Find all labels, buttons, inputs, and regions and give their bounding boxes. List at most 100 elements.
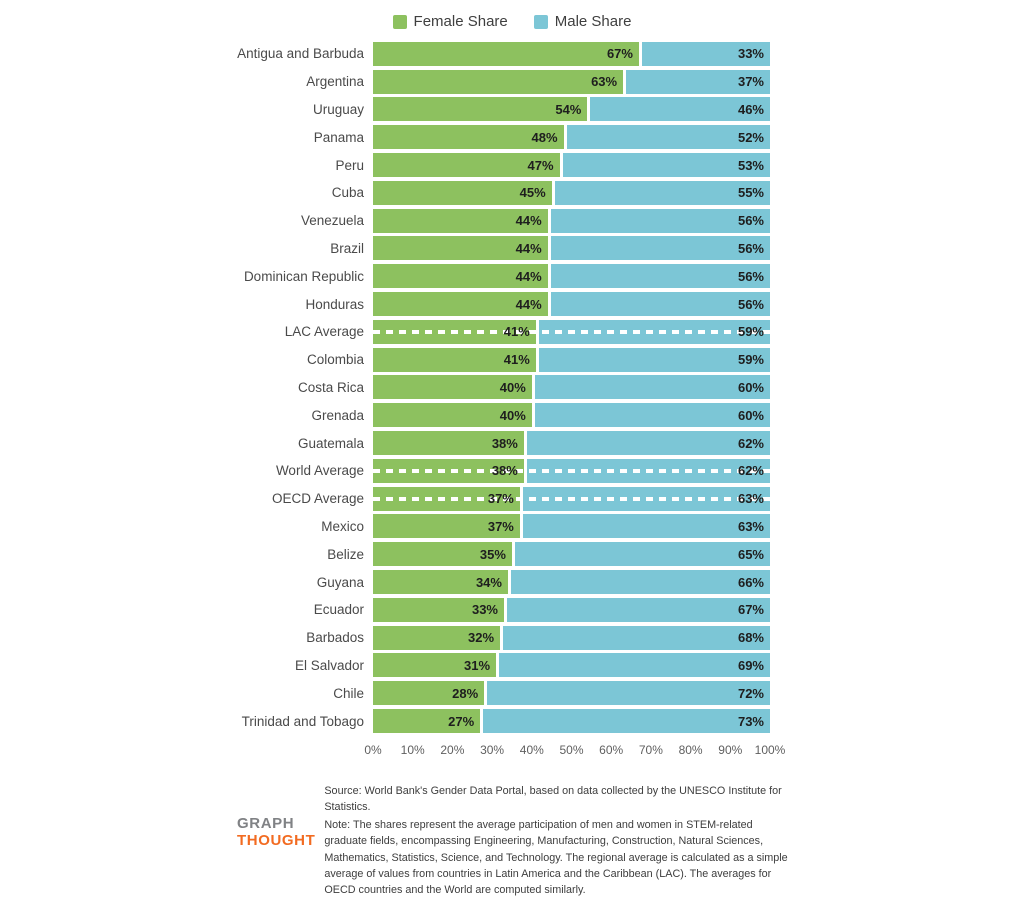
x-axis-tick-label: 20% <box>440 742 465 757</box>
male-bar-segment: 56% <box>550 208 770 233</box>
male-bar-segment: 53% <box>562 153 770 178</box>
female-share-value: 27% <box>448 713 475 729</box>
male-bar-segment: 59% <box>538 347 770 372</box>
stacked-bar: 31% 69% <box>373 653 770 678</box>
female-bar-segment: 38% <box>373 431 524 456</box>
male-bar-segment: 46% <box>590 97 770 122</box>
category-label: Trinidad and Tobago <box>241 713 364 729</box>
stacked-bar: 28% 72% <box>373 681 770 706</box>
bar-row: Uruguay 54% 46% <box>0 96 1024 124</box>
male-bar-segment: 66% <box>510 570 770 595</box>
male-bar-segment: 68% <box>503 625 770 650</box>
bar-row: Colombia 41% 59% <box>0 346 1024 374</box>
bar-row: Grenada 40% 60% <box>0 401 1024 429</box>
stacked-bar: 47% 53% <box>373 153 770 178</box>
bar-row: Venezuela 44% 56% <box>0 207 1024 235</box>
bar-row: Argentina 63% 37% <box>0 68 1024 96</box>
female-share-value: 32% <box>468 630 495 646</box>
stacked-bar: 34% 66% <box>373 570 770 595</box>
source-text: Source: World Bank's Gender Data Portal,… <box>324 784 782 814</box>
male-share-value: 72% <box>737 685 764 701</box>
male-share-value: 56% <box>737 268 764 284</box>
logo: GRAPH THOUGHT <box>237 815 315 900</box>
female-bar-segment: 41% <box>373 347 536 372</box>
stacked-bar: 54% 46% <box>373 97 770 122</box>
category-label: Grenada <box>311 407 364 423</box>
bar-row: Guyana 34% 66% <box>0 568 1024 596</box>
female-share-value: 28% <box>452 685 479 701</box>
male-share-value: 67% <box>737 602 764 618</box>
stacked-bar: 44% 56% <box>373 292 770 317</box>
category-label: Belize <box>327 546 364 562</box>
male-share-value: 60% <box>737 379 764 395</box>
category-label: Barbados <box>306 630 364 646</box>
legend-label-female: Female Share <box>413 13 508 30</box>
female-bar-segment: 45% <box>373 180 552 205</box>
male-share-value: 37% <box>737 74 764 90</box>
female-bar-segment: 67% <box>373 41 639 66</box>
legend: Female Share Male Share <box>0 0 1024 36</box>
female-share-value: 44% <box>515 240 542 256</box>
male-share-value: 63% <box>737 491 764 507</box>
female-share-value: 40% <box>499 407 526 423</box>
female-bar-segment: 37% <box>373 514 520 539</box>
category-label: Honduras <box>305 296 364 312</box>
female-share-value: 34% <box>475 574 502 590</box>
bar-row: Antigua and Barbuda 67% 33% <box>0 40 1024 68</box>
female-share-value: 38% <box>491 435 518 451</box>
bar-row: Chile 28% 72% <box>0 679 1024 707</box>
x-axis-tick-label: 70% <box>638 742 663 757</box>
bar-row: Mexico 37% 63% <box>0 513 1024 541</box>
category-label: Panama <box>313 129 364 145</box>
male-share-value: 53% <box>737 157 764 173</box>
female-bar-segment: 33% <box>373 597 504 622</box>
male-share-value: 62% <box>737 435 764 451</box>
bar-row: Belize 35% 65% <box>0 540 1024 568</box>
x-axis-tick-label: 90% <box>718 742 743 757</box>
stacked-bar: 44% 56% <box>373 236 770 261</box>
logo-graph-text: GRAPH <box>237 814 295 832</box>
stacked-bar: 32% 68% <box>373 625 770 650</box>
bar-row: Panama 48% 52% <box>0 123 1024 151</box>
male-share-value: 55% <box>737 185 764 201</box>
female-bar-segment: 48% <box>373 125 564 150</box>
male-share-value: 60% <box>737 407 764 423</box>
stacked-bar: 37% 63% <box>373 514 770 539</box>
male-share-value: 46% <box>737 101 764 117</box>
male-share-value: 59% <box>737 352 764 368</box>
male-share-value: 66% <box>737 574 764 590</box>
male-bar-segment: 37% <box>626 69 770 94</box>
x-axis-tick-label: 100% <box>754 742 786 757</box>
male-share-value: 52% <box>737 129 764 145</box>
category-label: Argentina <box>306 74 364 90</box>
category-label: Colombia <box>306 352 364 368</box>
female-share-value: 44% <box>515 268 542 284</box>
male-share-value: 62% <box>737 463 764 479</box>
category-label: Brazil <box>330 240 364 256</box>
x-axis-tick-label: 0% <box>364 742 382 757</box>
female-bar-segment: 31% <box>373 653 497 678</box>
female-bar-segment: 35% <box>373 542 512 567</box>
female-share-value: 41% <box>503 324 530 340</box>
category-label: Guyana <box>316 574 364 590</box>
female-bar-segment: 44% <box>373 208 548 233</box>
legend-item-female: Female Share <box>392 13 508 30</box>
male-bar-segment: 55% <box>554 180 770 205</box>
stacked-bar: 33% 67% <box>373 597 770 622</box>
female-share-value: 48% <box>531 129 558 145</box>
male-share-value: 56% <box>737 213 764 229</box>
bar-row: Ecuador 33% 67% <box>0 596 1024 624</box>
category-label: Antigua and Barbuda <box>237 46 364 62</box>
stacked-bar: 44% 56% <box>373 208 770 233</box>
male-share-value: 73% <box>737 713 764 729</box>
bar-row: Guatemala 38% 62% <box>0 429 1024 457</box>
x-axis-tick-label: 30% <box>480 742 505 757</box>
male-share-value: 33% <box>737 46 764 62</box>
x-axis-tick-label: 80% <box>678 742 703 757</box>
female-bar-segment: 54% <box>373 97 588 122</box>
category-label: Venezuela <box>300 213 364 229</box>
x-axis: 0% 10% 20% 30% 40% 50% 60% 70% 80% 90% 100% <box>364 741 785 763</box>
category-label: El Salvador <box>294 657 364 673</box>
category-label: Costa Rica <box>297 379 364 395</box>
female-swatch-icon <box>392 14 407 29</box>
